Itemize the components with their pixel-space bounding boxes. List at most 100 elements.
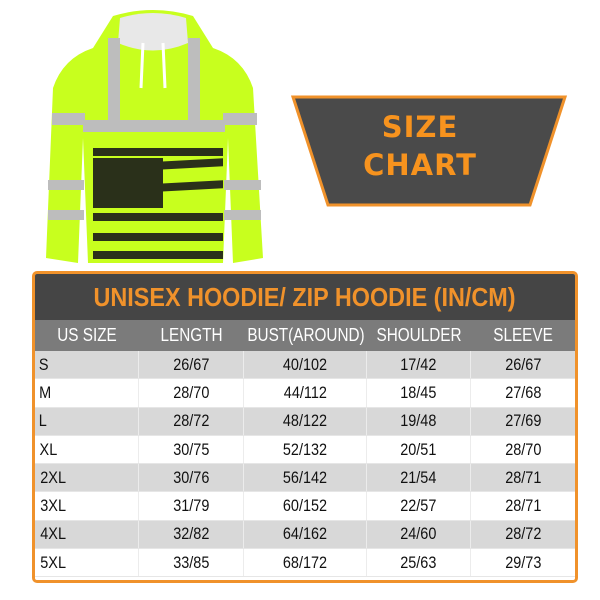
- cell-value: 20/51: [400, 439, 437, 459]
- cell-value: 18/45: [400, 382, 437, 402]
- cell-value: 27/68: [504, 382, 542, 402]
- table-cell: 20/51: [367, 435, 471, 464]
- table-cell: 28/72: [139, 407, 244, 435]
- cell-value: XL: [39, 439, 58, 459]
- cell-value: 4XL: [40, 524, 66, 544]
- table-row: S 26/67 40/102 17/42 26/67: [35, 351, 575, 380]
- cell-value: 26/67: [504, 354, 542, 374]
- table-cell: 5XL: [35, 549, 139, 577]
- cell-value: M: [39, 382, 52, 402]
- table-cell: 21/54: [367, 464, 471, 492]
- cell-value: 26/67: [172, 354, 210, 374]
- column-header-label: SHOULDER: [376, 325, 462, 345]
- table-row: 3XL 31/79 60/152 22/57 28/71: [35, 492, 575, 521]
- table-cell: L: [35, 407, 139, 435]
- cell-value: 28/71: [504, 496, 542, 516]
- table-title-bar: UNISEX HOODIE/ ZIP HOODIE (IN/CM): [35, 274, 575, 320]
- cell-value: 19/48: [400, 411, 437, 431]
- table-cell: 44/112: [244, 379, 367, 407]
- table-cell: 26/67: [139, 351, 244, 379]
- table-cell: 30/76: [139, 464, 244, 492]
- cell-value: 22/57: [400, 496, 437, 516]
- table-cell: 28/71: [471, 492, 575, 519]
- column-header-label: SLEEVE: [493, 325, 553, 345]
- column-header: LENGTH: [139, 320, 244, 351]
- cell-value: 21/54: [400, 467, 437, 487]
- cell-value: 33/85: [172, 552, 210, 572]
- table-cell: 28/72: [471, 521, 575, 548]
- cell-value: 28/70: [504, 439, 542, 459]
- table-cell: 60/152: [244, 492, 367, 520]
- table-cell: 48/122: [244, 407, 367, 435]
- cell-value: 44/112: [283, 382, 327, 402]
- table-cell: 29/73: [471, 549, 575, 576]
- cell-value: 40/102: [282, 354, 328, 374]
- cell-value: 25/63: [400, 552, 437, 572]
- table-cell: 18/45: [367, 379, 471, 407]
- cell-value: 52/132: [282, 439, 328, 459]
- table-cell: 32/82: [139, 520, 244, 549]
- table-cell: 33/85: [139, 549, 244, 577]
- table-body: S 26/67 40/102 17/42 26/67 M 28/70 44/112 18/45 2…: [35, 351, 575, 578]
- cell-value: 27/69: [504, 411, 542, 431]
- column-header: SLEEVE: [471, 320, 575, 351]
- table-cell: 56/142: [244, 464, 367, 492]
- table-cell: 28/70: [139, 379, 244, 407]
- cell-value: 30/75: [172, 439, 210, 459]
- column-header: SHOULDER: [367, 320, 471, 351]
- table-cell: 26/67: [471, 351, 575, 378]
- cell-value: 64/162: [282, 524, 328, 544]
- table-row: L 28/72 48/122 19/48 27/69: [35, 407, 575, 436]
- table-cell: 27/68: [471, 379, 575, 406]
- cell-value: S: [38, 354, 49, 374]
- table-cell: 64/162: [244, 520, 367, 549]
- table-cell: 17/42: [367, 351, 471, 379]
- table-cell: 27/69: [471, 408, 575, 435]
- column-header: BUST(AROUND): [244, 320, 367, 351]
- table-cell: 25/63: [367, 549, 471, 577]
- column-header-label: LENGTH: [160, 325, 223, 345]
- cell-value: 68/172: [282, 552, 328, 572]
- table-cell: 4XL: [35, 520, 139, 549]
- size-chart-banner: [290, 95, 568, 207]
- table-row: M 28/70 44/112 18/45 27/68: [35, 379, 575, 408]
- table-cell: 3XL: [35, 492, 139, 520]
- cell-value: 28/72: [172, 411, 210, 431]
- column-header-label: BUST(AROUND): [246, 325, 365, 345]
- table-header-row: US SIZE LENGTH BUST(AROUND) SHOULDER SLEEVE: [35, 320, 575, 351]
- cell-value: 5XL: [40, 552, 66, 572]
- table-row: 4XL 32/82 64/162 24/60 28/72: [35, 520, 575, 550]
- table-cell: 40/102: [244, 351, 367, 379]
- column-header: US SIZE: [35, 320, 139, 351]
- size-chart-table: UNISEX HOODIE/ ZIP HOODIE (IN/CM) US SIZ…: [32, 271, 578, 583]
- cell-value: 28/72: [504, 524, 542, 544]
- table-cell: 28/71: [471, 464, 575, 491]
- banner-line-2: CHART: [363, 148, 477, 182]
- cell-value: 48/122: [282, 411, 328, 431]
- table-cell: 52/132: [244, 435, 367, 464]
- cell-value: 56/142: [282, 467, 328, 487]
- table-cell: XL: [35, 435, 139, 464]
- table-cell: 2XL: [35, 464, 139, 492]
- table-row: XL 30/75 52/132 20/51 28/70: [35, 435, 575, 465]
- table-cell: 28/70: [471, 436, 575, 463]
- table-title: UNISEX HOODIE/ ZIP HOODIE (IN/CM): [93, 282, 517, 312]
- cell-value: L: [38, 411, 47, 431]
- cell-value: 28/70: [172, 382, 210, 402]
- cell-value: 32/82: [172, 524, 210, 544]
- cell-value: 3XL: [40, 496, 66, 516]
- table-cell: 68/172: [244, 549, 367, 577]
- table-row: 2XL 30/76 56/142 21/54 28/71: [35, 464, 575, 493]
- cell-value: 30/76: [172, 467, 210, 487]
- hoodie-product-image: [46, 10, 263, 263]
- cell-value: 28/71: [504, 467, 542, 487]
- table-cell: S: [35, 351, 139, 379]
- table-cell: 31/79: [139, 492, 244, 520]
- table-cell: 19/48: [367, 407, 471, 435]
- banner-line-1: SIZE: [381, 110, 459, 144]
- table-row: 5XL 33/85 68/172 25/63 29/73: [35, 549, 575, 578]
- table-cell: 30/75: [139, 435, 244, 464]
- cell-value: 17/42: [400, 354, 437, 374]
- cell-value: 29/73: [504, 552, 542, 572]
- column-header-label: US SIZE: [57, 325, 117, 345]
